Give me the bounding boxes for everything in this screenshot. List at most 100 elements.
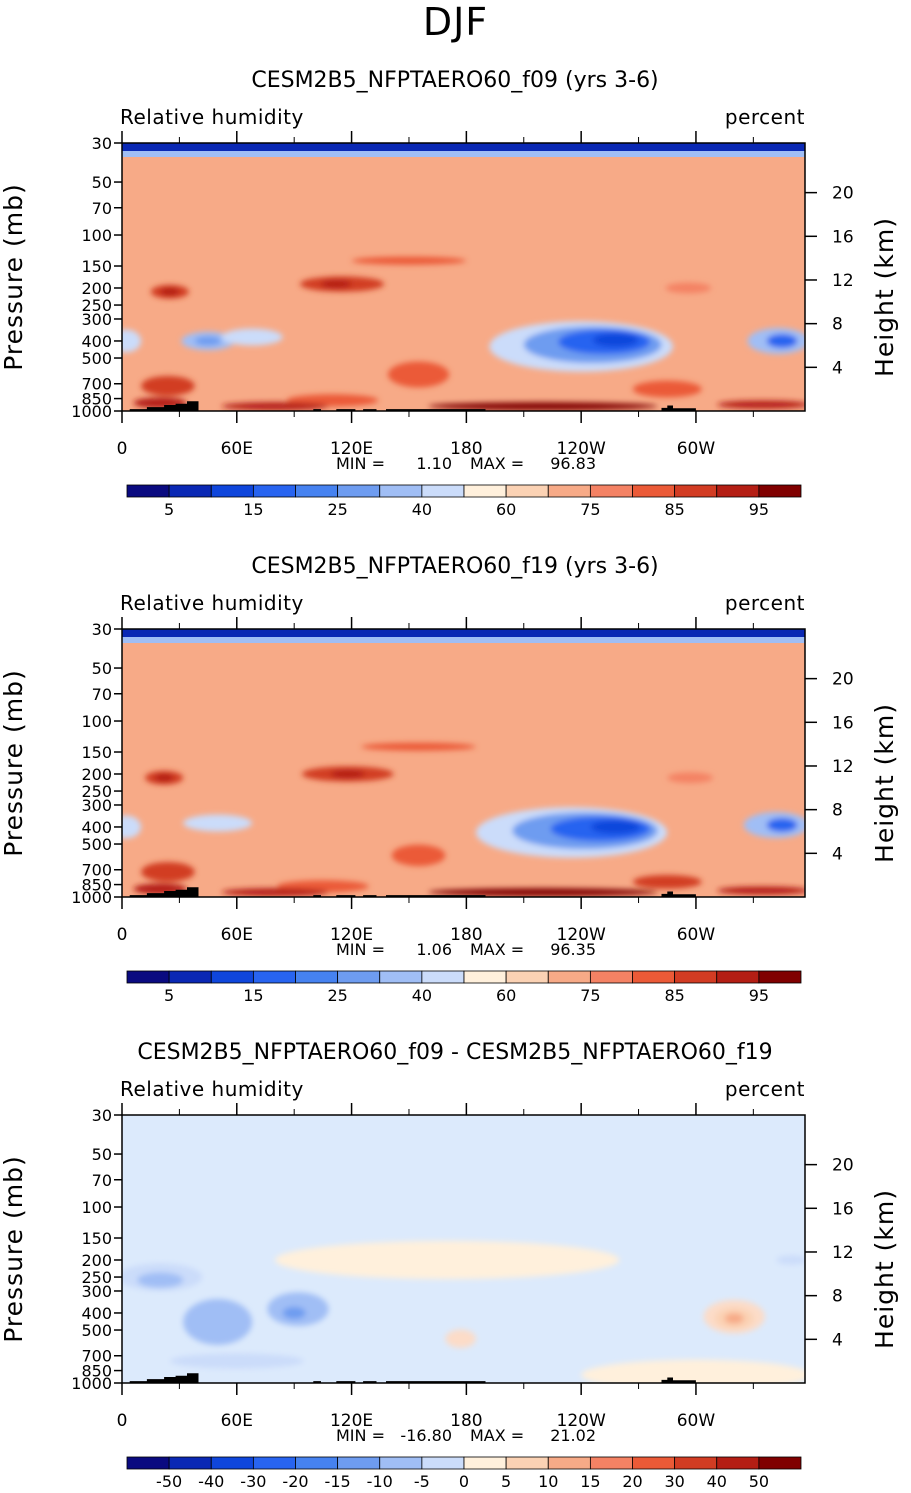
height-axis-label: Height (km) xyxy=(870,703,899,863)
colorbar-box xyxy=(252,970,296,984)
height-axis-label: Height (km) xyxy=(870,1189,899,1349)
contour-region xyxy=(183,814,253,832)
height-tick-label: 12 xyxy=(832,757,854,777)
y-tick-label: 700 xyxy=(81,375,112,394)
contour-region xyxy=(122,329,142,353)
y-tick-label: 50 xyxy=(92,173,112,192)
colorbar-label: 15 xyxy=(243,500,263,519)
contour-region xyxy=(387,361,450,388)
stat-min-label: MIN = xyxy=(336,1426,385,1445)
colorbar-box xyxy=(379,1456,423,1470)
contour-region xyxy=(717,400,805,409)
colorbar-label: -50 xyxy=(156,1472,182,1491)
panel-title: CESM2B5_NFPTAERO60_f09 - CESM2B5_NFPTAER… xyxy=(137,1040,772,1065)
colorbar-label: 10 xyxy=(538,1472,558,1491)
topography xyxy=(122,887,805,897)
variable-label: Relative humidity xyxy=(120,105,304,129)
stat-max-label: MAX = xyxy=(470,940,524,959)
y-tick-label: 250 xyxy=(81,296,112,315)
y-tick-label: 850 xyxy=(81,876,112,895)
y-axis-label: Pressure (mb) xyxy=(0,1155,28,1342)
y-tick-label: 300 xyxy=(81,310,112,329)
height-tick-label: 20 xyxy=(832,1156,854,1176)
colorbar-box xyxy=(337,970,381,984)
colorbar-box xyxy=(632,970,676,984)
field-background xyxy=(122,143,805,411)
colorbar-box xyxy=(337,1456,381,1470)
colorbar-label: -15 xyxy=(325,1472,351,1491)
contour-region xyxy=(428,402,658,411)
colorbar-label: 85 xyxy=(664,986,684,1005)
x-tick-label: 60E xyxy=(221,1411,253,1431)
plot-frame xyxy=(121,1114,806,1384)
y-tick-label: 200 xyxy=(81,1251,112,1270)
height-tick-label: 16 xyxy=(832,227,854,247)
contour-region xyxy=(581,1359,805,1383)
x-tick-label: 0 xyxy=(117,925,128,945)
colorbar-box xyxy=(589,970,633,984)
y-tick-label: 250 xyxy=(81,1268,112,1287)
plot-frame xyxy=(121,142,806,412)
x-tick-label: 120W xyxy=(557,1411,606,1431)
x-tick-label: 120W xyxy=(557,925,606,945)
colorbar-box xyxy=(126,970,170,984)
stratosphere-band xyxy=(122,143,805,151)
colorbar-box xyxy=(337,484,381,498)
contour-region xyxy=(154,773,174,782)
y-tick-label: 1000 xyxy=(71,1374,112,1393)
colorbar: 5 15 25 40 60 75 85 95 xyxy=(126,484,802,519)
contour-region xyxy=(724,1313,744,1324)
contour-region xyxy=(632,874,702,889)
colorbar-label: 25 xyxy=(327,986,347,1005)
contour-region xyxy=(141,375,195,396)
contour-region xyxy=(717,886,805,895)
stratosphere-band xyxy=(122,629,805,637)
y-tick-label: 30 xyxy=(92,1106,112,1125)
colorbar-box xyxy=(674,970,718,984)
x-tick-label: 60E xyxy=(221,925,253,945)
contour-region xyxy=(590,820,641,834)
panel-1: CESM2B5_NFPTAERO60_f09 (yrs 3-6) Relative… xyxy=(0,68,899,519)
colorbar-box xyxy=(168,970,212,984)
x-tick-label: 60E xyxy=(221,439,253,459)
contour-region xyxy=(160,287,180,296)
y-tick-label: 1000 xyxy=(71,888,112,907)
contour-region xyxy=(137,1272,184,1288)
colorbar-label: 20 xyxy=(622,1472,642,1491)
x-tick-label: 120W xyxy=(557,439,606,459)
colorbar-label: 85 xyxy=(664,500,684,519)
stat-max-value: 21.02 xyxy=(550,1426,596,1445)
colorbar-box xyxy=(674,1456,718,1470)
y-tick-label: 1000 xyxy=(71,402,112,421)
colorbar-label: -20 xyxy=(282,1472,308,1491)
contour-region xyxy=(194,336,222,346)
contour-region xyxy=(221,402,329,411)
colorbar-label: 40 xyxy=(412,500,432,519)
topography xyxy=(122,1373,805,1383)
colorbar-label: 75 xyxy=(580,986,600,1005)
colorbar-box xyxy=(758,484,802,498)
height-tick-label: 8 xyxy=(832,801,843,821)
x-tick-label: 60W xyxy=(677,925,716,945)
y-tick-label: 700 xyxy=(81,861,112,880)
colorbar-box xyxy=(252,1456,296,1470)
colorbar-box xyxy=(505,970,549,984)
colorbar-box xyxy=(589,1456,633,1470)
stat-min-value: 1.06 xyxy=(416,940,452,959)
contour-region xyxy=(592,333,639,347)
x-tick-label: 120E xyxy=(330,925,373,945)
stat-max-value: 96.83 xyxy=(550,454,596,473)
y-tick-label: 50 xyxy=(92,659,112,678)
colorbar-label: 30 xyxy=(664,1472,684,1491)
stat-max-value: 96.35 xyxy=(550,940,596,959)
stratosphere-band xyxy=(122,151,805,157)
contour-region xyxy=(351,256,467,265)
topography xyxy=(122,401,805,411)
height-tick-label: 20 xyxy=(832,184,854,204)
colorbar-box xyxy=(210,484,254,498)
colorbar-box xyxy=(295,484,339,498)
colorbar-label: 5 xyxy=(501,1472,511,1491)
y-tick-label: 200 xyxy=(81,279,112,298)
colorbar-box xyxy=(547,1456,591,1470)
